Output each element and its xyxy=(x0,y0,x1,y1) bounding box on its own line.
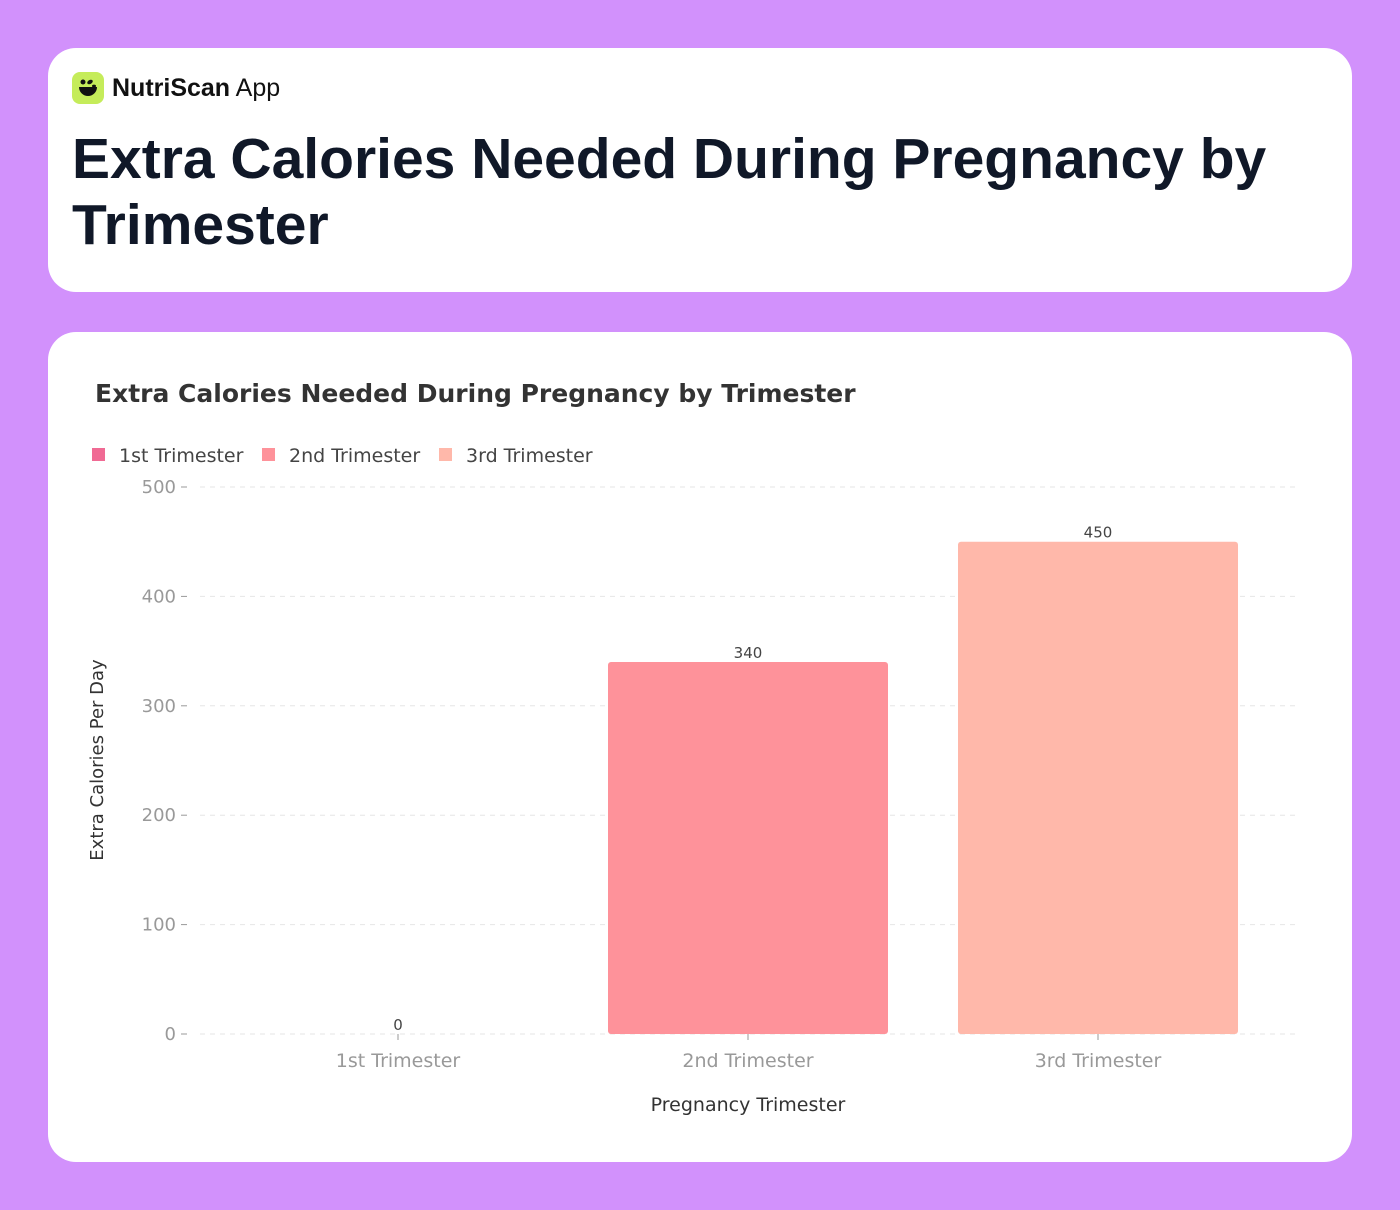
chart-title: Extra Calories Needed During Pregnancy b… xyxy=(95,379,856,408)
y-axis-label: Extra Calories Per Day xyxy=(87,659,108,861)
bar-2 xyxy=(608,662,888,1034)
legend-label: 3rd Trimester xyxy=(466,445,593,467)
y-tick-label: 100 xyxy=(142,915,176,936)
brand-name: NutriScan xyxy=(112,73,231,102)
data-label: 0 xyxy=(393,1016,403,1034)
x-axis-label: Pregnancy Trimester xyxy=(651,1094,846,1116)
bar-3 xyxy=(958,541,1238,1034)
y-tick-label: 300 xyxy=(142,696,176,717)
legend-label: 1st Trimester xyxy=(119,445,244,467)
leaf-bowl-icon xyxy=(72,72,104,104)
data-label: 450 xyxy=(1084,524,1113,542)
brand: NutriScan App xyxy=(72,72,280,104)
legend-swatch xyxy=(262,448,275,461)
legend-label: 2nd Trimester xyxy=(289,445,420,467)
y-tick-label: 200 xyxy=(142,805,176,826)
x-tick-label: 1st Trimester xyxy=(336,1050,461,1072)
data-label: 340 xyxy=(734,644,763,662)
legend-swatch xyxy=(92,448,105,461)
x-tick-label: 3rd Trimester xyxy=(1035,1050,1162,1072)
y-tick-label: 400 xyxy=(142,586,176,607)
x-tick-label: 2nd Trimester xyxy=(682,1050,813,1072)
legend-swatch xyxy=(439,448,452,461)
y-tick-label: 500 xyxy=(142,477,176,498)
header-card: NutriScan App Extra Calories Needed Duri… xyxy=(48,48,1352,292)
page-title: Extra Calories Needed During Pregnancy b… xyxy=(72,127,1267,257)
brand-suffix: App xyxy=(235,73,281,102)
y-tick-label: 0 xyxy=(165,1024,176,1045)
